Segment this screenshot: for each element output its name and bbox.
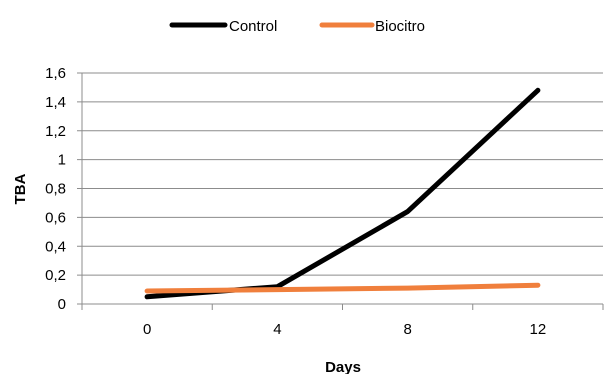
y-tick-label: 1,6 [45,65,66,82]
x-tick-label: 0 [143,321,151,338]
y-tick-label: 1 [58,152,66,169]
y-tick-label: 0,6 [45,209,66,226]
legend-label-control: Control [229,18,277,35]
y-tick-label: 0,4 [45,238,66,255]
axes [77,72,604,310]
x-tick-label: 8 [403,321,411,338]
y-tick-label: 0 [58,296,66,313]
legend-label-biocitro: Biocitro [375,18,425,35]
x-tick-label: 12 [530,321,547,338]
series-line-biocitro [144,282,541,294]
y-tick-label: 1,4 [45,94,66,111]
grid-lines [82,72,603,276]
series-layer [144,87,541,300]
y-tick-label: 0,2 [45,267,66,284]
series-line-control [144,87,541,300]
legend: Control Biocitro [169,18,425,35]
y-axis-title: TBA [12,173,29,204]
y-tick-label: 1,2 [45,123,66,140]
y-tick-label: 0,8 [45,181,66,198]
x-tick-label: 4 [273,321,281,338]
tick-labels: 0 0,2 0,4 0,6 0,8 1 1,2 1,4 1,6 0 4 8 12 [45,65,546,338]
x-axis-title: Days [325,359,361,374]
